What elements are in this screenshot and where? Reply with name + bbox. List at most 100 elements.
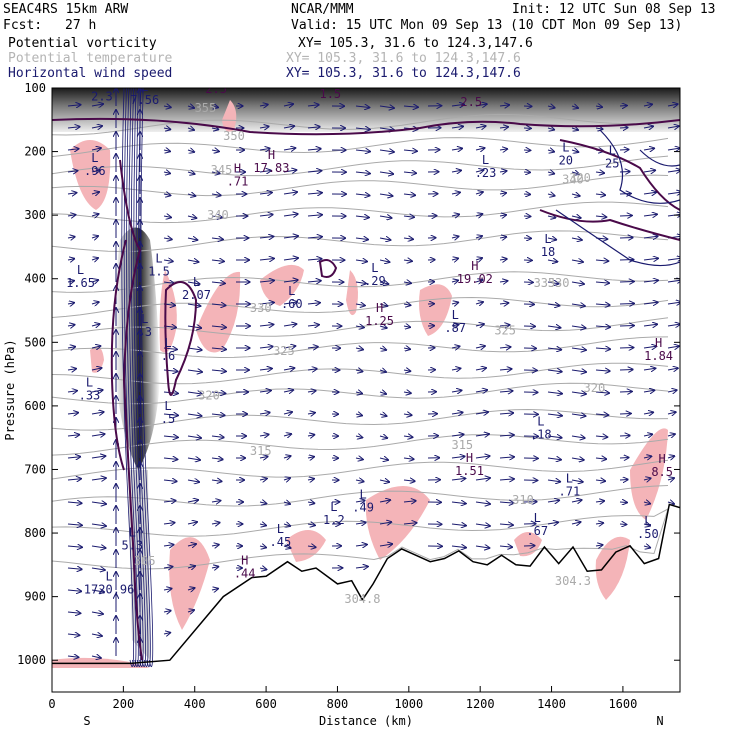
wind-vector [187, 500, 198, 502]
wind-vector [667, 192, 680, 194]
wind-vector [379, 216, 392, 218]
theta-contour [52, 296, 669, 318]
wind-vector [547, 260, 557, 262]
wind-vector [283, 346, 295, 348]
wind-vector [91, 148, 101, 150]
wind-vector [667, 170, 680, 172]
wind-vector [595, 480, 605, 481]
wind-vector [259, 127, 269, 129]
wind-vector [67, 502, 82, 503]
pv-contours [52, 117, 680, 661]
jet-streamline [133, 88, 146, 667]
wind-vector [355, 348, 363, 350]
wind-vector [451, 126, 463, 128]
wind-vector [547, 304, 559, 306]
wind-vector [571, 392, 586, 394]
wind-vector [571, 282, 584, 284]
wind-vector [211, 216, 222, 217]
wind-vector [403, 436, 413, 437]
wind-vector [619, 458, 629, 459]
wind-vector [451, 412, 463, 414]
wind-vector [451, 236, 459, 238]
wind-vector [307, 524, 315, 525]
extremum-type: L [562, 140, 569, 154]
wind-vector [643, 280, 658, 282]
wind-vector [163, 194, 170, 195]
wind-vector [283, 324, 296, 326]
x-tick-label: 200 [113, 697, 135, 711]
theta-contour [52, 336, 669, 359]
wind-vector [667, 148, 680, 150]
y-tick-label: 900 [24, 590, 46, 604]
extremum-type: H [466, 451, 473, 465]
wind-vector [67, 457, 80, 458]
theta-label: 340 [562, 172, 584, 186]
theta-label: 320 [569, 171, 591, 185]
wind-vector [259, 193, 272, 195]
theta-label: 315 [250, 444, 272, 458]
wind-vector [355, 436, 362, 438]
extremum-type: H [655, 336, 662, 350]
wind-vector [667, 302, 680, 304]
wind-vector [355, 194, 370, 196]
theta-contour [52, 271, 669, 293]
wind-vector [475, 170, 484, 172]
theta-contour [52, 459, 669, 480]
wind-vector [379, 480, 389, 482]
extremum-value: .44 [234, 567, 256, 581]
extremum-type: L [77, 263, 84, 277]
extremum-value: 1.65 [66, 276, 95, 290]
extremum-type: L [452, 308, 459, 322]
wind-vector [163, 128, 170, 129]
wind-vector [403, 326, 410, 327]
wind-vector [403, 458, 414, 459]
wind-vector [67, 391, 77, 392]
wind-vector [283, 302, 297, 304]
wind-vector [619, 370, 633, 371]
wind-vector [451, 478, 465, 480]
y-tick-label: 300 [24, 208, 46, 222]
x-tick-label: 1200 [466, 697, 495, 711]
wind-vector [643, 302, 658, 304]
extremum-value: .67 [526, 524, 548, 538]
wind-vector [595, 414, 608, 415]
wind-vector [211, 370, 226, 371]
x-tick-label: 1400 [537, 697, 566, 711]
wind-vector [475, 456, 490, 458]
wind-vector [403, 304, 410, 305]
plot-frame [51, 87, 681, 693]
wind-vector [355, 370, 362, 372]
wind-vector [211, 523, 220, 524]
wind-vector [547, 216, 555, 218]
wind-vector [451, 192, 460, 194]
extremum-value: .87 [444, 321, 466, 335]
extremum-type: H [241, 554, 248, 568]
wind-vector [259, 413, 270, 415]
wind-vector [403, 348, 410, 349]
init-time: Init: 12 UTC Sun 08 Sep 13 [512, 2, 716, 17]
wind-vector [475, 236, 482, 238]
pv-fill-patch [419, 284, 452, 336]
pv-contour [539, 209, 680, 241]
extremum-type: L [330, 500, 337, 514]
wind-vector [187, 458, 200, 460]
wind-vector [91, 568, 105, 570]
wind-vector [451, 214, 459, 216]
wind-vector [619, 216, 632, 217]
wind-vector [355, 523, 366, 525]
wind-vector [595, 326, 610, 327]
wind-vector [571, 326, 586, 328]
wind-vector [547, 106, 555, 108]
y-tick-label: 600 [24, 399, 46, 413]
extremum-value: 18 [541, 245, 555, 259]
wind-vector [379, 436, 387, 438]
wind-vector [475, 148, 485, 150]
wind-vector [595, 436, 607, 437]
wind-vector [595, 128, 603, 129]
wind-vector [379, 348, 386, 350]
extremum-type: L [609, 143, 616, 157]
wind-vector [619, 392, 632, 393]
wind-vector [307, 237, 322, 238]
wind-vector [475, 126, 486, 128]
pv-fill-patch [159, 270, 177, 353]
